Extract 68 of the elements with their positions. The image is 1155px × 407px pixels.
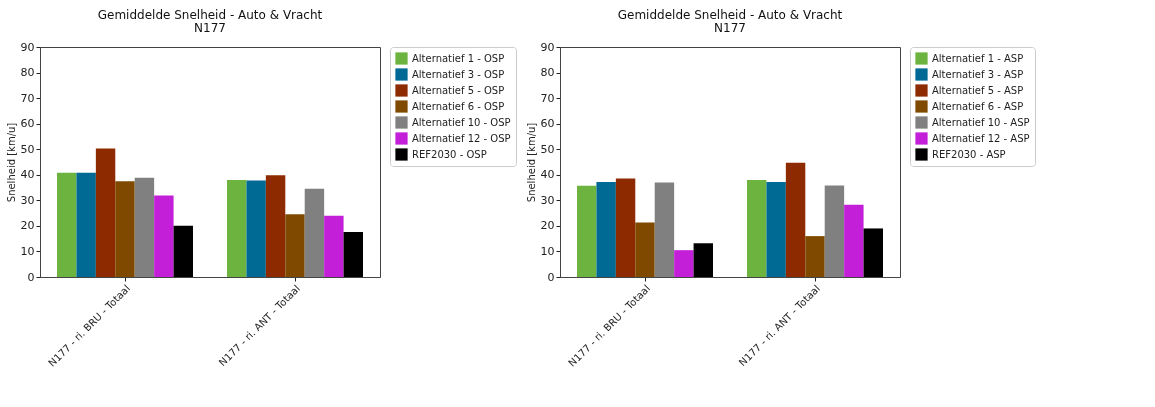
y-tick-label: 10	[20, 244, 35, 258]
bar	[596, 181, 616, 277]
chart-title: Gemiddelde Snelheid - Auto & Vracht	[97, 8, 323, 22]
y-tick-label: 40	[540, 168, 555, 182]
y-axis-title: Snelheid [km/u]	[525, 122, 537, 203]
y-tick-label: 30	[540, 193, 555, 207]
bar	[304, 188, 325, 277]
y-tick-label: 50	[540, 142, 555, 156]
bar	[227, 179, 247, 277]
y-axis-title: Snelheid [km/u]	[5, 122, 17, 203]
y-tick-label: 90	[540, 40, 555, 54]
y-tick-label: 20	[20, 219, 35, 233]
bar	[115, 181, 135, 277]
legend-label: Alternatief 3 - ASP	[932, 68, 1024, 80]
y-tick-label: 70	[540, 91, 555, 105]
bar	[95, 148, 116, 277]
chart-title: Gemiddelde Snelheid - Auto & Vracht	[617, 8, 843, 22]
y-tick-label: 60	[20, 117, 35, 131]
bar	[57, 172, 77, 277]
y-tick-label: 80	[20, 66, 35, 80]
legend-label: Alternatief 5 - OSP	[412, 84, 505, 96]
legend-label: Alternatief 10 - ASP	[932, 116, 1030, 128]
legend-label: Alternatief 1 - OSP	[412, 52, 505, 64]
bar	[324, 215, 344, 277]
y-tick-label: 20	[540, 219, 555, 233]
bar	[134, 177, 155, 277]
legend-label: Alternatief 1 - ASP	[932, 52, 1024, 64]
legend-label: Alternatief 5 - ASP	[932, 84, 1024, 96]
legend-label: Alternatief 10 - OSP	[412, 116, 511, 128]
bar	[824, 185, 845, 277]
bar	[76, 172, 96, 277]
bar	[173, 225, 193, 277]
bar	[805, 236, 825, 277]
y-tick-label: 0	[547, 270, 555, 284]
y-tick-label: 90	[20, 40, 35, 54]
bar	[246, 180, 266, 277]
bar	[343, 232, 363, 277]
legend-label: REF2030 - OSP	[412, 148, 487, 160]
legend-label: Alternatief 12 - ASP	[932, 132, 1030, 144]
chart-subtitle: N177	[714, 21, 746, 35]
y-tick-label: 60	[540, 117, 555, 131]
y-tick-label: 10	[540, 244, 555, 258]
bar	[265, 175, 286, 277]
bar	[654, 182, 675, 277]
legend-label: Alternatief 3 - OSP	[412, 68, 505, 80]
y-tick-label: 40	[20, 168, 35, 182]
legend-label: Alternatief 12 - OSP	[412, 132, 511, 144]
bar	[844, 204, 864, 277]
y-tick-label: 70	[20, 91, 35, 105]
bar	[154, 195, 174, 277]
legend-label: Alternatief 6 - OSP	[412, 100, 505, 112]
bar	[285, 214, 305, 277]
bar	[577, 185, 597, 277]
bar	[615, 178, 636, 277]
y-tick-label: 30	[20, 193, 35, 207]
bar	[674, 250, 694, 277]
legend-label: Alternatief 6 - ASP	[932, 100, 1024, 112]
chart-subtitle: N177	[194, 21, 226, 35]
bar	[693, 243, 713, 277]
legend-label: REF2030 - ASP	[932, 148, 1006, 160]
bar	[635, 222, 655, 277]
y-tick-label: 0	[27, 270, 35, 284]
bar	[747, 179, 767, 277]
bar	[766, 181, 786, 277]
y-tick-label: 50	[20, 142, 35, 156]
bar	[785, 162, 806, 277]
y-tick-label: 80	[540, 66, 555, 80]
bar	[863, 228, 883, 277]
